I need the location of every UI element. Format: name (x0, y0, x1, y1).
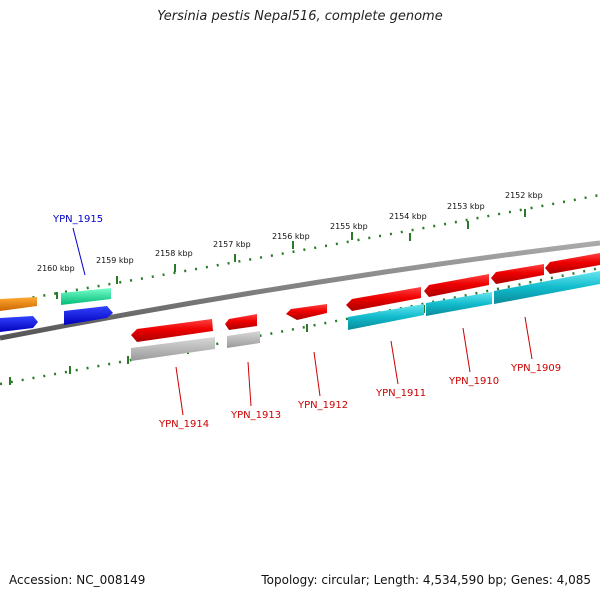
topology-text: Topology: circular; Length: 4,534,590 bp… (261, 573, 591, 587)
reverse-features (0, 271, 600, 361)
tick-label: 2153 kbp (447, 202, 485, 211)
accession-text: Accession: NC_008149 (9, 573, 146, 587)
gene-label-ypn-1912[interactable]: YPN_1912 (297, 400, 348, 411)
cds-feature-red-1912[interactable] (286, 304, 327, 320)
cds-feature-red-1911[interactable] (346, 287, 421, 311)
gene-label-ypn-1914[interactable]: YPN_1914 (158, 419, 209, 430)
tick-label: 2157 kbp (213, 240, 251, 249)
gene-labels: YPN_1915 YPN_1914 YPN_1913 YPN_1912 YPN_… (52, 214, 561, 430)
teal-feature-1910[interactable] (426, 292, 492, 316)
cds-feature-red-1913[interactable] (225, 314, 257, 330)
tick-label: 2158 kbp (155, 249, 193, 258)
forward-features (0, 253, 600, 320)
cds-feature-orange[interactable] (0, 297, 37, 311)
cds-feature-blue-left[interactable] (0, 316, 38, 332)
cds-feature-red-1909a[interactable] (491, 264, 544, 284)
cds-feature-blue-1915[interactable] (64, 306, 113, 325)
pseudo-feature-1913[interactable] (227, 331, 260, 348)
gene-label-ypn-1911[interactable]: YPN_1911 (375, 388, 426, 399)
rna-feature[interactable] (61, 288, 111, 305)
teal-feature-1911[interactable] (348, 304, 424, 330)
tick-label: 2156 kbp (272, 232, 310, 241)
genome-backbone (0, 240, 600, 341)
gene-label-ypn-1910[interactable]: YPN_1910 (448, 376, 499, 387)
cds-feature-red-1910[interactable] (424, 274, 489, 297)
cds-feature-red-1909b[interactable] (545, 253, 600, 274)
teal-feature-1909[interactable] (494, 271, 600, 304)
outer-major-ticks (56, 209, 526, 299)
tick-label: 2160 kbp (37, 264, 75, 273)
leader-lines (72, 227, 533, 416)
tick-label: 2152 kbp (505, 191, 543, 200)
map-title: Yersinia pestis Nepal516, complete genom… (157, 9, 443, 24)
kbp-labels: 2160 kbp 2159 kbp 2158 kbp 2157 kbp 2156… (37, 191, 543, 273)
gene-label-ypn-1915[interactable]: YPN_1915 (52, 214, 103, 225)
tick-label: 2154 kbp (389, 212, 427, 221)
gene-label-ypn-1909[interactable]: YPN_1909 (510, 363, 561, 374)
gene-label-ypn-1913[interactable]: YPN_1913 (230, 410, 281, 421)
tick-label: 2155 kbp (330, 222, 368, 231)
pseudo-feature-1914[interactable] (131, 337, 215, 361)
tick-label: 2159 kbp (96, 256, 134, 265)
cds-feature-red-1914[interactable] (131, 319, 213, 342)
